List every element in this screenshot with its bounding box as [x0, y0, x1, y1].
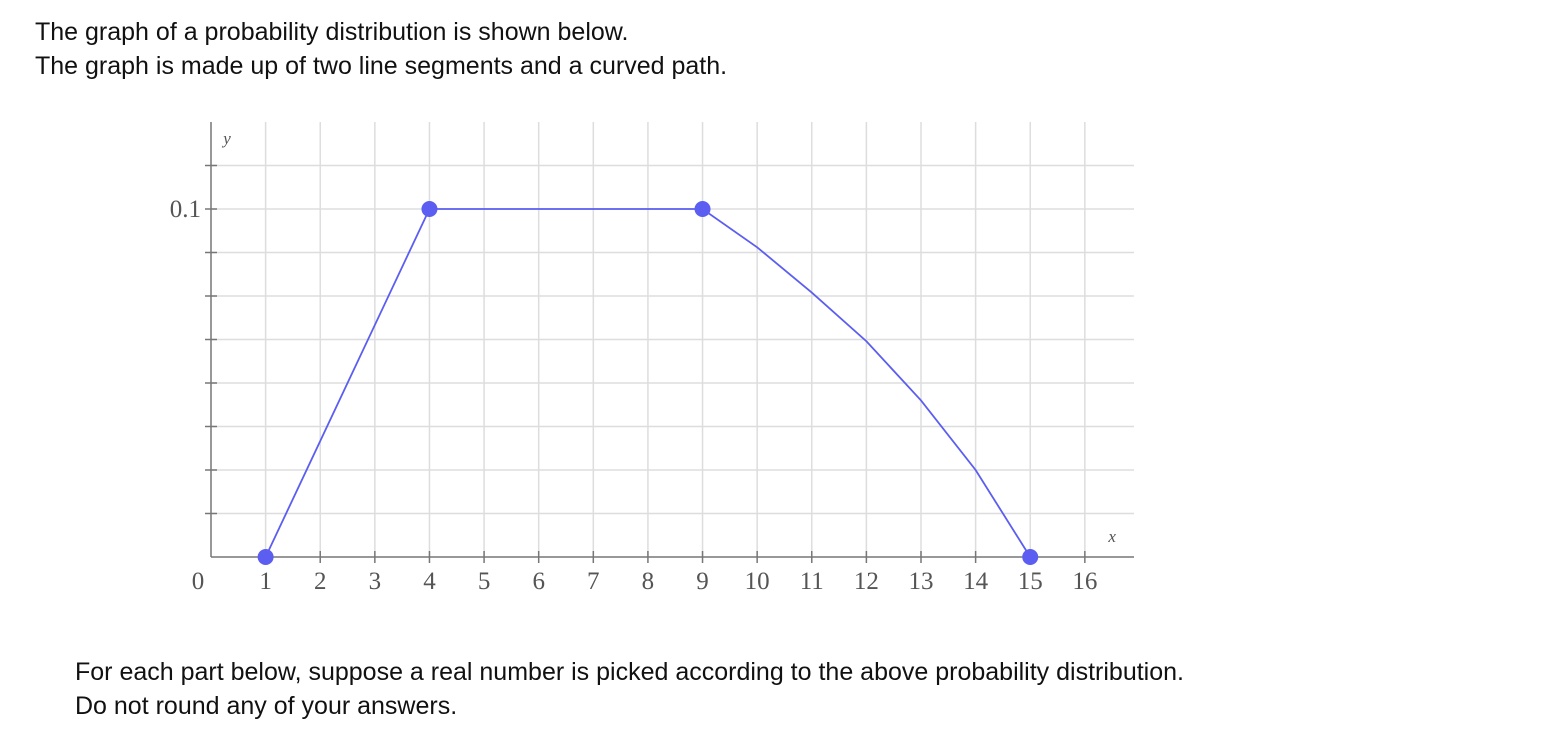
- x-tick-label: 12: [854, 568, 879, 595]
- point: [421, 201, 438, 217]
- x-tick-label: 7: [587, 568, 600, 595]
- outro-line: Do not round any of your answers.: [75, 692, 457, 720]
- x-tick-label: 10: [745, 568, 770, 595]
- x-tick-label: 9: [696, 568, 709, 595]
- y-axis-label: y: [221, 129, 231, 148]
- outro-line: For each part below, suppose a real numb…: [75, 658, 1184, 686]
- x-tick-label: 2: [314, 568, 327, 595]
- x-tick-label: 4: [423, 568, 436, 595]
- x-tick-label: 8: [642, 568, 655, 595]
- x-tick-label: 5: [478, 568, 491, 595]
- x-tick-label: 6: [532, 568, 545, 595]
- point: [257, 549, 274, 565]
- intro-line: The graph of a probability distribution …: [35, 18, 628, 46]
- x-tick-label: 1: [259, 568, 272, 595]
- x-tick-label: 15: [1018, 568, 1043, 595]
- distribution-line: [264, 208, 1031, 558]
- x-tick-label: 14: [963, 568, 989, 595]
- y-tick-label: 0.1: [170, 196, 201, 223]
- point: [1022, 549, 1039, 565]
- intro-line: The graph is made up of two line segment…: [35, 52, 727, 80]
- x-tick-label: 16: [1072, 568, 1097, 595]
- point: [694, 201, 711, 217]
- x-axis-label: x: [1107, 527, 1116, 546]
- x-tick-label: 11: [800, 568, 824, 595]
- x-tick-label: 3: [369, 568, 382, 595]
- x-tick-label: 13: [909, 568, 934, 595]
- x-tick-label: 0: [192, 568, 205, 595]
